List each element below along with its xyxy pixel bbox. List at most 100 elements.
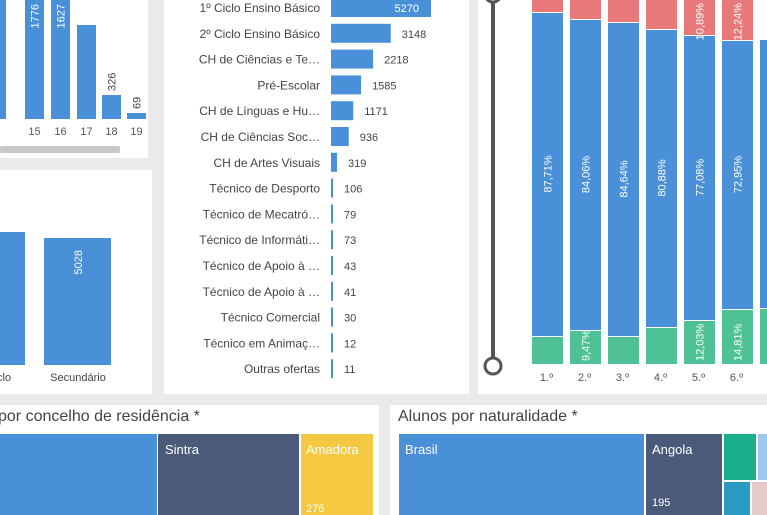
course-category-label: Técnico de Apoio à … bbox=[203, 259, 320, 273]
stacked-segment[interactable] bbox=[646, 328, 677, 364]
course-bar[interactable] bbox=[331, 152, 338, 172]
course-category-label: Técnico de Informáti… bbox=[199, 233, 320, 247]
treemap-tile[interactable] bbox=[724, 434, 756, 480]
course-value-label: 1585 bbox=[372, 80, 396, 92]
age-bar[interactable] bbox=[77, 25, 96, 119]
treemap-tile[interactable] bbox=[0, 434, 157, 515]
course-bar[interactable] bbox=[331, 333, 333, 353]
stacked-tick-label: 6.º bbox=[730, 372, 743, 384]
stacked-value-label: 84,06% bbox=[581, 156, 593, 194]
tile-label: Brasil bbox=[405, 442, 438, 457]
level-bar[interactable] bbox=[0, 232, 25, 365]
course-bar[interactable] bbox=[331, 101, 354, 121]
age-chart-scrollbar[interactable] bbox=[0, 146, 120, 153]
tile-value: 195 bbox=[652, 497, 671, 509]
stacked-segment[interactable] bbox=[570, 331, 601, 364]
course-value-label: 73 bbox=[344, 235, 356, 247]
stacked-segment[interactable] bbox=[532, 0, 563, 12]
stacked-segment[interactable] bbox=[608, 337, 639, 364]
course-value-label: 11 bbox=[344, 364, 355, 376]
age-chart-panel: 41517761616271712183261969 bbox=[0, 0, 148, 158]
course-category-label: Técnico de Apoio à … bbox=[203, 285, 320, 299]
stacked-segment[interactable] bbox=[570, 20, 601, 330]
age-value-label: 12 bbox=[82, 4, 94, 16]
course-bar[interactable] bbox=[331, 178, 334, 198]
course-bar[interactable] bbox=[331, 230, 333, 250]
course-bar[interactable] bbox=[331, 127, 349, 146]
course-chart: 1º Ciclo Ensino Básico 5270 2º Ciclo Ensin… bbox=[199, 0, 431, 379]
stacked-segment[interactable] bbox=[646, 0, 677, 29]
stacked-value-label: 9,47% bbox=[581, 330, 593, 361]
stacked-value-label: 72,95% bbox=[733, 156, 745, 194]
stacked-value-label: 12,03% bbox=[695, 323, 707, 361]
treemap-naturalidade-panel: Alunos por naturalidade * Brasil Angola … bbox=[390, 405, 767, 515]
stacked-value-label: 10,89% bbox=[695, 3, 707, 41]
stacked-segment[interactable] bbox=[684, 36, 715, 320]
stacked-value-label: 77,08% bbox=[695, 159, 707, 197]
tile-label: Amadora bbox=[306, 442, 359, 457]
treemap-naturalidade-title: Alunos por naturalidade * bbox=[398, 408, 578, 425]
course-category-label: 1º Ciclo Ensino Básico bbox=[200, 1, 321, 15]
level-tick-label: clo bbox=[0, 372, 11, 384]
treemap-tile-brasil[interactable]: Brasil bbox=[399, 434, 644, 515]
course-value-label: 319 bbox=[348, 158, 366, 170]
treemap-tile-amadora[interactable]: Amadora 276 bbox=[301, 434, 373, 515]
course-bar[interactable] bbox=[331, 307, 333, 327]
course-category-label: CH de Ciências Soc… bbox=[201, 130, 320, 144]
stacked-segment bbox=[760, 40, 767, 308]
stacked-tick-label: 5.º bbox=[692, 372, 705, 384]
age-chart: 41517761616271712183261969 bbox=[0, 0, 146, 138]
stacked-value-label: 12,24% bbox=[733, 3, 745, 41]
course-value-label: 30 bbox=[344, 313, 356, 325]
treemap-tile-angola[interactable]: Angola 195 bbox=[646, 434, 722, 515]
treemap-tile-sintra[interactable]: Sintra bbox=[158, 434, 299, 515]
course-value-label: 1171 bbox=[364, 106, 388, 118]
treemap-concelho-title: por concelho de residência * bbox=[0, 408, 200, 425]
stacked-chart-panel: 87,71% 1.º 84,06% 9,47% 2.º 84,64% 3.º 80,88% 4.… bbox=[478, 0, 767, 394]
stacked-segment[interactable] bbox=[684, 0, 715, 35]
age-bar[interactable] bbox=[51, 0, 70, 119]
age-value-label: 1627 bbox=[56, 4, 68, 28]
stacked-segment[interactable] bbox=[570, 0, 601, 19]
course-bar[interactable] bbox=[331, 23, 391, 43]
stacked-segment bbox=[760, 309, 767, 364]
stacked-segment[interactable] bbox=[532, 337, 563, 364]
treemap-tile[interactable] bbox=[724, 482, 750, 515]
stacked-segment[interactable] bbox=[646, 30, 677, 327]
stacked-segment[interactable] bbox=[608, 23, 639, 336]
course-bar[interactable] bbox=[331, 204, 333, 224]
level-value-label: 5028 bbox=[73, 250, 85, 274]
age-bar[interactable] bbox=[25, 0, 44, 119]
course-category-label: CH de Línguas e Hu… bbox=[199, 104, 320, 118]
course-category-label: Técnico de Desporto bbox=[209, 182, 320, 196]
stacked-segment[interactable] bbox=[722, 0, 753, 40]
age-bar[interactable] bbox=[127, 113, 146, 119]
course-bar[interactable] bbox=[331, 281, 333, 301]
stacked-segment[interactable] bbox=[608, 0, 639, 22]
course-value-label: 43 bbox=[344, 261, 356, 273]
treemap-tile[interactable] bbox=[752, 482, 767, 515]
course-category-label: Pré-Escolar bbox=[257, 78, 320, 92]
course-value-label: 936 bbox=[360, 132, 378, 144]
tile-value: 276 bbox=[306, 503, 325, 515]
course-bar[interactable] bbox=[331, 75, 362, 95]
course-bar[interactable] bbox=[331, 49, 374, 69]
stacked-value-label: 80,88% bbox=[657, 159, 669, 197]
range-slider-handle-bottom[interactable] bbox=[483, 356, 503, 376]
course-bar[interactable] bbox=[331, 256, 333, 275]
stacked-segment[interactable] bbox=[722, 310, 753, 364]
stacked-segment[interactable] bbox=[684, 321, 715, 364]
age-tick-label: 19 bbox=[130, 126, 142, 138]
course-category-label: 2º Ciclo Ensino Básico bbox=[200, 27, 321, 41]
age-value-label: 69 bbox=[132, 97, 144, 109]
age-bar[interactable] bbox=[102, 95, 121, 119]
stacked-segment[interactable] bbox=[532, 13, 563, 336]
treemap-tile[interactable] bbox=[758, 434, 767, 480]
range-slider-handle-top[interactable] bbox=[485, 0, 501, 4]
age-bar[interactable] bbox=[0, 0, 6, 119]
course-bar[interactable] bbox=[331, 359, 333, 379]
stacked-segment[interactable] bbox=[722, 41, 753, 309]
stacked-chart: 87,71% 1.º 84,06% 9,47% 2.º 84,64% 3.º 80,88% 4.… bbox=[483, 0, 767, 384]
level-bar[interactable] bbox=[44, 238, 111, 365]
course-bar[interactable] bbox=[331, 0, 431, 17]
